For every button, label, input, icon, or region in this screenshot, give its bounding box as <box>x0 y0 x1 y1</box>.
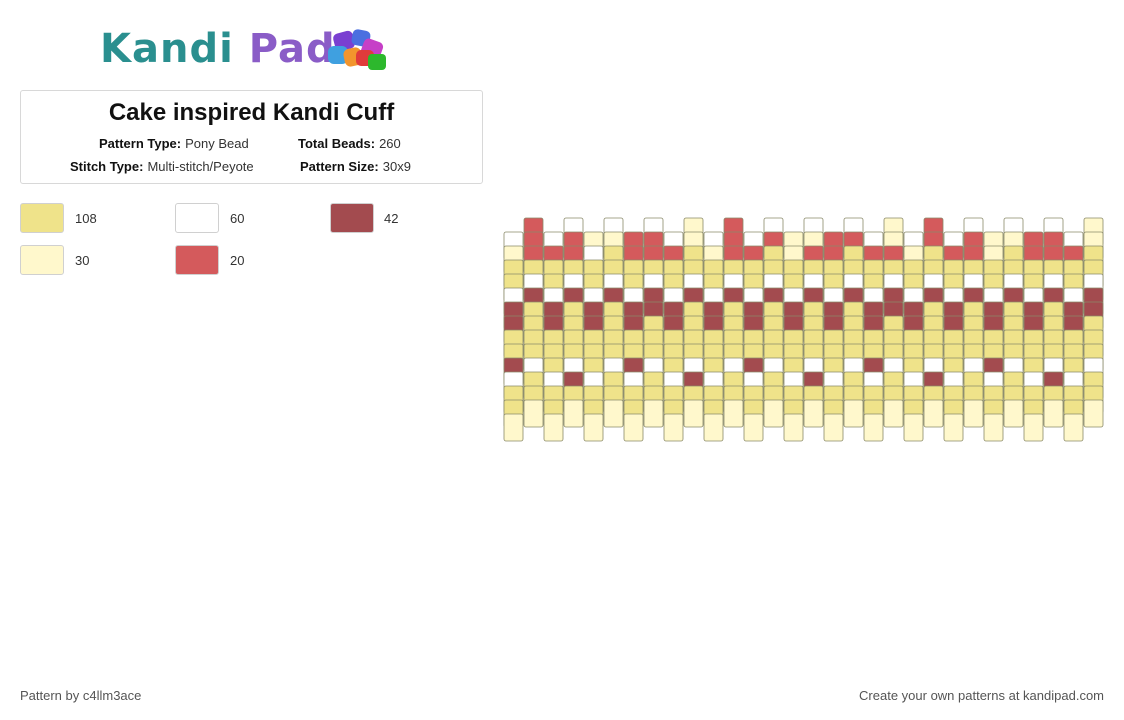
bead[interactable] <box>703 413 724 442</box>
stitch-type: Stitch Type: Multi-stitch/Peyote <box>70 159 254 174</box>
bead[interactable] <box>563 399 584 428</box>
logo-text-kandi: Kandi <box>100 26 234 72</box>
color-count: 30 <box>75 253 90 268</box>
color-swatch[interactable] <box>175 203 219 233</box>
bead[interactable] <box>923 399 944 428</box>
bead[interactable] <box>743 413 764 442</box>
pattern-type: Pattern Type: Pony Bead <box>99 136 249 151</box>
bead[interactable] <box>903 413 924 442</box>
stitch-type-label: Stitch Type: <box>70 159 144 174</box>
bead[interactable] <box>603 399 624 428</box>
logo-text-pad: Pad <box>248 26 336 72</box>
pattern-size-label: Pattern Size: <box>300 159 379 174</box>
pattern-credit: Pattern by c4llm3ace <box>20 688 142 703</box>
pattern-title: Cake inspired Kandi Cuff <box>108 99 395 126</box>
color-count: 42 <box>384 211 399 226</box>
total-beads-value: 260 <box>379 136 401 151</box>
kandipad-promo-link[interactable]: Create your own patterns at kandipad.com <box>859 688 1104 703</box>
bead[interactable] <box>943 413 964 442</box>
color-count: 20 <box>230 253 245 268</box>
color-count: 60 <box>230 211 245 226</box>
color-swatch[interactable] <box>20 245 64 275</box>
pattern-type-label: Pattern Type: <box>99 136 182 151</box>
color-count: 108 <box>75 211 97 226</box>
bead[interactable] <box>863 413 884 442</box>
bead[interactable] <box>1003 399 1024 428</box>
bead[interactable] <box>543 413 564 442</box>
bead[interactable] <box>823 413 844 442</box>
beads-logo-icon <box>328 29 386 70</box>
bead[interactable] <box>783 413 804 442</box>
color-swatch[interactable] <box>175 245 219 275</box>
bead[interactable] <box>583 413 604 442</box>
pattern-size: Pattern Size: 30x9 <box>300 159 411 174</box>
bead[interactable] <box>983 413 1004 442</box>
bead[interactable] <box>883 399 904 428</box>
bead[interactable] <box>643 399 664 428</box>
total-beads-label: Total Beads: <box>298 136 376 151</box>
bead[interactable] <box>1043 399 1064 428</box>
bead[interactable] <box>763 399 784 428</box>
color-swatch[interactable] <box>20 203 64 233</box>
total-beads: Total Beads: 260 <box>298 136 401 151</box>
bead[interactable] <box>963 399 984 428</box>
bead[interactable] <box>723 399 744 428</box>
bead[interactable] <box>1083 399 1104 428</box>
bead[interactable] <box>1023 413 1044 442</box>
pattern-type-value: Pony Bead <box>185 136 249 151</box>
kandipad-logo[interactable]: Kandi Pad <box>100 22 410 78</box>
bead[interactable] <box>523 399 544 428</box>
bead[interactable] <box>503 413 524 442</box>
bead[interactable] <box>1063 413 1084 442</box>
bead[interactable] <box>683 399 704 428</box>
pattern-info-card: Cake inspired Kandi Cuff Pattern Type: Po… <box>20 90 483 184</box>
bead[interactable] <box>843 399 864 428</box>
logo-wordmark: Kandi Pad <box>100 26 336 72</box>
bead[interactable] <box>663 413 684 442</box>
pattern-size-value: 30x9 <box>382 159 411 174</box>
bead[interactable] <box>623 413 644 442</box>
color-swatch[interactable] <box>330 203 374 233</box>
stitch-type-value: Multi-stitch/Peyote <box>147 159 254 174</box>
bead[interactable] <box>803 399 824 428</box>
